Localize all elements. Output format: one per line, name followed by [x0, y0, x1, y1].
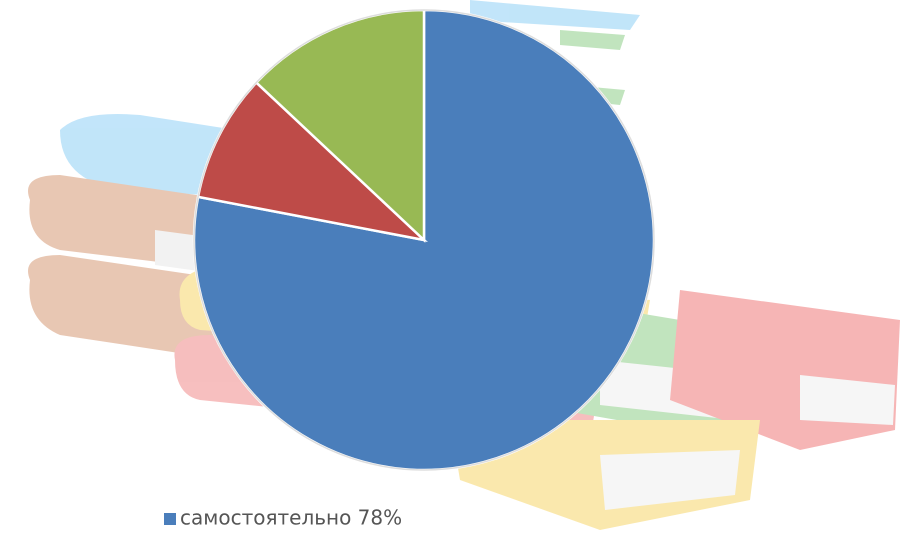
background-books — [28, 0, 900, 530]
legend-label: самостоятельно 78% — [180, 506, 402, 530]
legend-swatch — [164, 513, 176, 525]
pie-outline — [193, 9, 655, 471]
legend: самостоятельно 78% — [164, 506, 402, 530]
pie — [192, 8, 656, 472]
